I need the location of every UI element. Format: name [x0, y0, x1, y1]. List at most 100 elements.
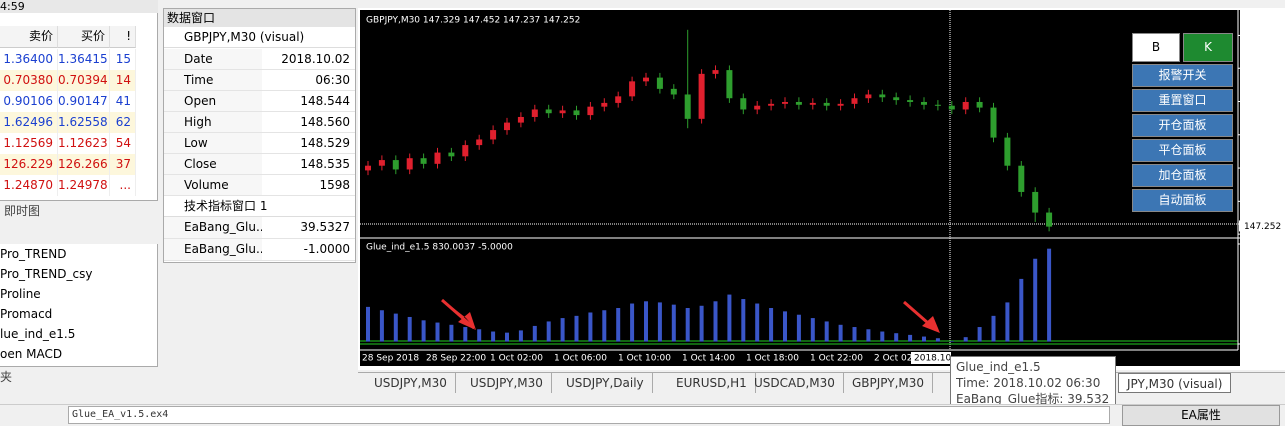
tab[interactable]: 夹	[0, 366, 158, 388]
tab[interactable]: USDCAD,M30	[746, 373, 844, 393]
price-cell: 1.36400	[0, 49, 58, 70]
tab[interactable]: EURUSD,H1	[668, 373, 756, 393]
tab[interactable]: USDJPY,M30	[366, 373, 456, 393]
candle-body	[1032, 191, 1039, 213]
button[interactable]: 报警开关	[1132, 64, 1233, 87]
field-name: High	[164, 112, 262, 133]
candle-body	[851, 98, 858, 104]
indicator-bar	[532, 325, 537, 342]
x-tick-label: 28 Sep 2018	[362, 354, 419, 364]
y-tick-label: 147.875	[1244, 164, 1281, 174]
button[interactable]: EA属性	[1122, 405, 1280, 426]
field-name: EaBang_Glu...	[164, 217, 262, 239]
nav-item[interactable]: Promacd	[0, 307, 53, 321]
candle-body	[684, 94, 691, 119]
indicator-bar	[922, 336, 926, 342]
price-cell: 14	[110, 70, 136, 91]
candle-body	[434, 152, 441, 164]
indicator-bar	[366, 306, 370, 342]
candle-body	[879, 94, 886, 98]
x-tick-label: 28 Sep 22:00	[426, 354, 486, 364]
candle-body	[948, 105, 955, 110]
candle-body	[698, 73, 705, 119]
indicator-bar	[1047, 248, 1052, 342]
indicator-bar	[463, 327, 468, 342]
button[interactable]: 加仓面板	[1132, 164, 1233, 187]
indicator-title: Glue_ind_e1.5 830.0037 -5.0000	[366, 243, 513, 253]
candle-body	[962, 101, 969, 110]
tab[interactable]: USDJPY,M30	[462, 373, 552, 393]
nav-item[interactable]: Proline	[0, 287, 41, 301]
indicator-bar	[657, 302, 662, 342]
nav-item[interactable]: Pro_TREND	[0, 247, 67, 261]
y-tick-label: 147.170	[1244, 230, 1281, 240]
indicator-bar	[783, 311, 787, 342]
navigator: Pro_TREND Pro_TREND_csy Proline Promacd lue_…	[0, 244, 158, 366]
price-cell: 15	[110, 49, 136, 70]
tab[interactable]: GBPJPY,M30	[844, 373, 934, 393]
indicator-bar	[491, 331, 496, 342]
nav-item[interactable]: Pro_TREND_csy	[0, 267, 93, 281]
tab[interactable]: USDJPY,Daily	[558, 373, 653, 393]
candle-body	[976, 101, 983, 108]
indicator-bar	[560, 318, 565, 342]
candle-body	[406, 158, 413, 170]
y-tick-label: 148.230	[1244, 130, 1281, 140]
button[interactable]: 重置窗口	[1132, 89, 1233, 112]
candle-body	[392, 160, 399, 170]
x-tick-label: 1 Oct 02:00	[490, 354, 543, 364]
indicator-bar	[574, 315, 579, 342]
indicator-bar	[602, 310, 607, 342]
indicator-bar	[546, 321, 551, 342]
price-label: 147.252	[1244, 222, 1281, 232]
candle-body	[476, 139, 483, 146]
price-cell: ...	[110, 175, 136, 196]
candle-body	[517, 116, 524, 123]
candle-body	[587, 106, 594, 116]
indicator-bar	[741, 299, 746, 342]
indicator-bar	[810, 318, 815, 342]
x-tick-label: 1 Oct 10:00	[618, 354, 671, 364]
indicator-bar	[866, 329, 871, 342]
field-name: EaBang_Glu...	[164, 239, 262, 261]
nav-item[interactable]: lue_ind_e1.5	[0, 327, 76, 341]
price-cell: 1.36415	[58, 49, 110, 70]
price-cell: 1.12569	[0, 133, 58, 154]
candle-body	[893, 97, 900, 101]
indicator-bar	[407, 316, 412, 342]
candle-body	[934, 104, 941, 106]
indicator-bar	[435, 322, 440, 342]
indicator-bar	[685, 308, 690, 342]
indicator-bar	[421, 320, 426, 342]
field-name: Time	[164, 70, 262, 91]
candle-body	[420, 158, 427, 164]
nav-item[interactable]: oen MACD	[0, 347, 63, 361]
column-header: 卖价	[0, 26, 58, 48]
field-value: 06:30	[262, 70, 355, 91]
field-name: Open	[164, 91, 262, 112]
indicator-bar	[852, 327, 857, 342]
indicator-bar	[616, 308, 621, 342]
tooltip: Glue_ind_e1.5 Time: 2018.10.02 06:30 EaBan…	[950, 356, 1116, 408]
field-name: Volume	[164, 175, 262, 196]
tab[interactable]: JPY,M30 (visual)	[1118, 373, 1232, 393]
y-tick-label: 148.940	[1244, 64, 1281, 74]
button[interactable]: 自动面板	[1132, 189, 1233, 212]
button[interactable]: 平仓面板	[1132, 139, 1233, 162]
indicator-bar	[769, 308, 774, 342]
candle-body	[740, 98, 747, 110]
indicator-bar	[505, 332, 509, 342]
tooltip-line: EaBang_Glue指标: 39.5327	[956, 392, 1110, 406]
button[interactable]: 开仓面板	[1132, 114, 1233, 137]
indicator-bar	[644, 301, 648, 342]
tab[interactable]: 即时图	[0, 200, 158, 222]
indicator-bar	[949, 341, 954, 342]
file-input[interactable]: Glue_EA_v1.5.ex4	[68, 406, 1110, 424]
indicator-bar	[477, 329, 482, 342]
field-value: 148.560	[262, 112, 355, 133]
button[interactable]: K	[1183, 33, 1233, 62]
button[interactable]: B	[1132, 33, 1180, 62]
field-value: 2018.10.02	[262, 49, 355, 70]
indicator-bar	[630, 303, 635, 342]
